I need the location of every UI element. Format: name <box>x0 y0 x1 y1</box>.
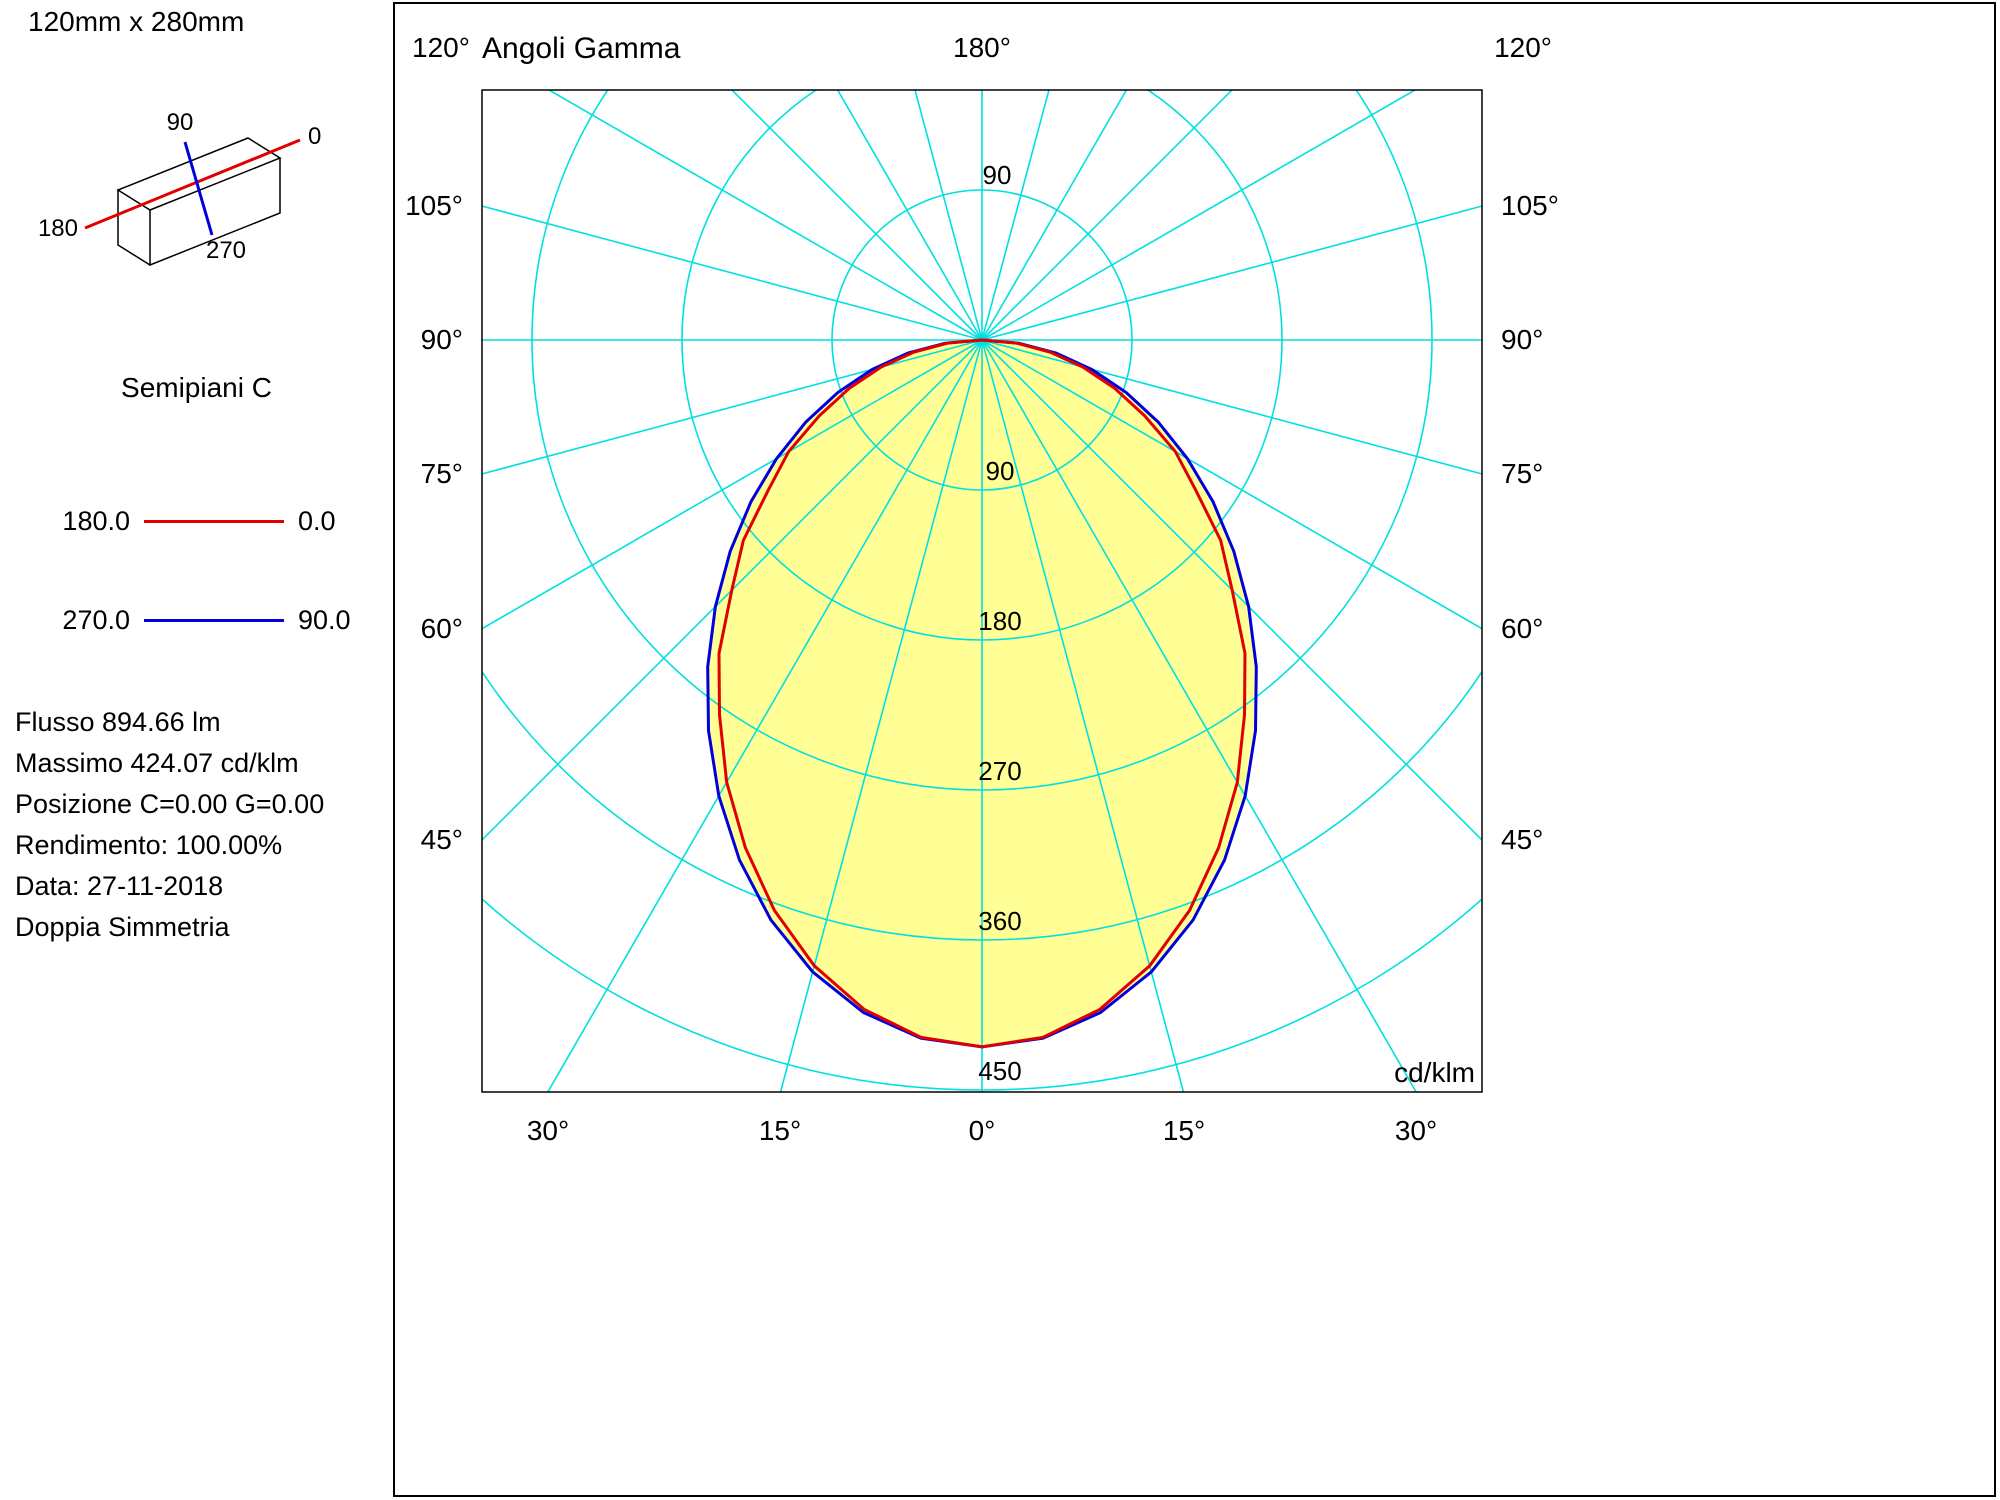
grid-gamma-ray <box>981 90 1050 341</box>
luminaire-orientation-sketch: 90 0 180 270 <box>38 109 321 267</box>
chart-title: Angoli Gamma <box>482 32 681 65</box>
grid-gamma-ray <box>482 205 983 341</box>
legend-label-0: 0.0 <box>298 506 336 536</box>
grid-gamma-ray <box>981 339 1482 842</box>
polar-diagram-panel: 120° Angoli Gamma 180° 120° 105° 105° 90° 90° 75… <box>393 2 1996 1497</box>
right-gamma-label: 75° <box>1501 458 1543 489</box>
right-gamma-label: 90° <box>1501 324 1543 355</box>
legend-label-180: 180.0 <box>62 506 130 536</box>
ring-label: 450 <box>978 1056 1021 1086</box>
bottom-gamma-label: 15° <box>759 1115 801 1146</box>
maximum-line: Massimo 424.07 cd/klm <box>15 748 299 778</box>
ring-label: 270 <box>978 756 1021 786</box>
sketch-label-90: 90 <box>167 109 194 136</box>
bottom-gamma-label: 30° <box>527 1115 569 1146</box>
top-center-gamma-label: 180° <box>953 32 1011 63</box>
legend-line-c90-c270 <box>144 619 284 622</box>
sketch-label-0: 0 <box>308 123 321 150</box>
grid-gamma-ray <box>981 205 1482 341</box>
plot-border <box>481 89 1483 1093</box>
ring-label: 180 <box>978 606 1021 636</box>
grid-gamma-ray <box>981 339 1482 630</box>
legend-label-90: 90.0 <box>298 605 351 635</box>
right-gamma-label: 45° <box>1501 824 1543 855</box>
grid-gamma-ray <box>482 339 983 475</box>
polar-intensity-diagram: 120° Angoli Gamma 180° 120° 105° 105° 90° 90° 75… <box>405 32 1559 1146</box>
left-gamma-label: 75° <box>421 458 463 489</box>
grid-gamma-ray <box>836 90 983 341</box>
grid-gamma-ray <box>981 90 1128 341</box>
bottom-gamma-label: 15° <box>1163 1115 1205 1146</box>
flux-line: Flusso 894.66 lm <box>15 707 221 737</box>
sketch-label-180: 180 <box>38 215 78 242</box>
grid-gamma-ray <box>981 90 1234 341</box>
photometric-info-block: Flusso 894.66 lm Massimo 424.07 cd/klm P… <box>15 702 324 948</box>
grid-gamma-ray <box>981 90 1417 341</box>
grid-gamma-ray <box>730 90 983 341</box>
legend-row-c90-c270: 270.0 90.0 <box>55 605 351 636</box>
left-gamma-label: 105° <box>405 190 463 221</box>
grid-gamma-ray <box>546 339 983 1092</box>
top-left-gamma-label: 120° <box>412 32 470 63</box>
left-info-panel: 120mm x 280mm 90 0 180 270 Semipiani C 1… <box>0 0 393 1500</box>
date-line: Data: 27-11-2018 <box>15 871 224 901</box>
polar-grid <box>482 90 1482 1092</box>
ring-label-upper-90: 90 <box>983 160 1012 190</box>
right-gamma-label: 60° <box>1501 613 1543 644</box>
left-gamma-label: 45° <box>421 824 463 855</box>
grid-gamma-ray <box>779 339 983 1092</box>
grid-gamma-ray <box>981 339 1482 475</box>
bottom-gamma-label: 0° <box>969 1115 996 1146</box>
curve-c0-c180 <box>717 338 1247 1049</box>
efficiency-line: Rendimento: 100.00% <box>15 830 283 860</box>
c0-c180-axis-line <box>84 138 301 230</box>
c90-c270-axis-line <box>183 141 214 236</box>
grid-gamma-ray <box>981 339 1185 1092</box>
ring-label: 90 <box>986 456 1015 486</box>
grid-gamma-ray <box>981 339 1418 1092</box>
top-right-gamma-label: 120° <box>1494 32 1552 63</box>
grid-gamma-ray <box>482 339 983 630</box>
legend-line-c0-c180 <box>144 520 284 523</box>
legend-label-270: 270.0 <box>62 605 130 635</box>
right-gamma-label: 105° <box>1501 190 1559 221</box>
grid-gamma-ray <box>482 339 983 842</box>
legend-row-c0-c180: 180.0 0.0 <box>55 506 336 537</box>
ring-label: 360 <box>978 906 1021 936</box>
left-gamma-label: 90° <box>421 324 463 355</box>
unit-label: cd/klm <box>1394 1057 1475 1088</box>
semipiani-c-title: Semipiani C <box>121 372 272 403</box>
position-line: Posizione C=0.00 G=0.00 <box>15 789 325 819</box>
bottom-gamma-label: 30° <box>1395 1115 1437 1146</box>
grid-gamma-ray <box>547 90 983 341</box>
luminaire-dimensions: 120mm x 280mm <box>28 6 245 37</box>
left-gamma-label: 60° <box>421 613 463 644</box>
luminaire-box-wireframe <box>116 137 282 267</box>
sketch-label-270: 270 <box>206 237 246 264</box>
symmetry-line: Doppia Simmetria <box>15 912 230 942</box>
